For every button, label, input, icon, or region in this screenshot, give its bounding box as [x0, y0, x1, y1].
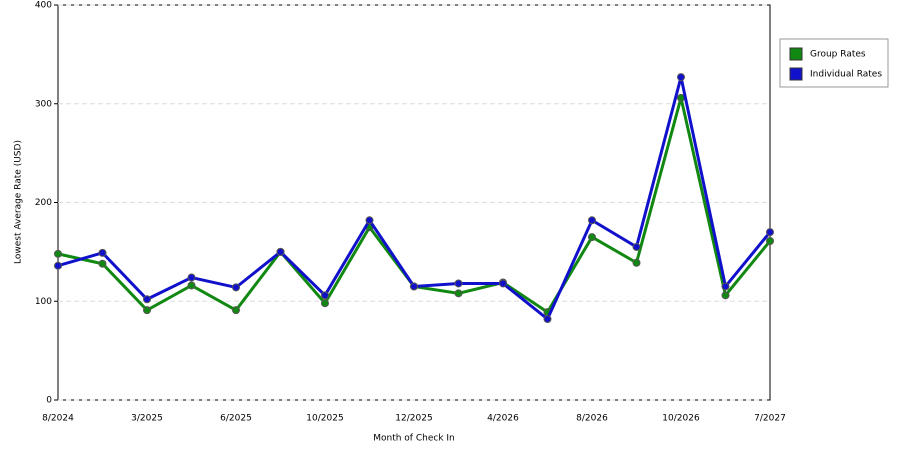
legend-label: Individual Rates — [810, 70, 882, 80]
legend-swatch — [789, 67, 803, 81]
data-point — [454, 279, 463, 288]
data-point — [454, 289, 463, 298]
legend-swatch — [789, 47, 803, 61]
data-point — [276, 247, 285, 256]
x-tick-label: 7/2027 — [754, 414, 786, 424]
data-point — [143, 306, 151, 315]
data-point — [54, 249, 62, 258]
data-point — [499, 279, 507, 288]
x-tick-label: 3/2025 — [131, 414, 163, 424]
data-point — [588, 233, 596, 242]
data-point — [232, 283, 240, 292]
data-point — [632, 258, 641, 267]
y-tick-label: 200 — [35, 198, 52, 208]
data-point — [232, 306, 240, 315]
data-point — [766, 237, 774, 246]
data-point — [543, 315, 552, 324]
data-point — [98, 259, 107, 268]
data-point — [143, 295, 151, 304]
y-tick-label: 100 — [35, 297, 52, 307]
data-point — [54, 261, 62, 270]
x-tick-label: 8/2024 — [42, 414, 74, 424]
data-point — [410, 282, 418, 291]
data-point — [721, 282, 730, 291]
x-tick-label: 6/2025 — [220, 414, 252, 424]
data-point — [588, 216, 596, 225]
data-point — [632, 242, 641, 251]
data-point — [677, 73, 685, 82]
data-point — [98, 248, 107, 257]
x-tick-label: 4/2026 — [487, 414, 519, 424]
x-tick-label: 10/2026 — [662, 414, 700, 424]
legend-label: Group Rates — [810, 50, 866, 60]
data-point — [365, 216, 374, 225]
data-point — [766, 228, 774, 237]
y-tick-label: 300 — [35, 99, 52, 109]
data-point — [321, 291, 329, 300]
y-tick-label: 400 — [35, 1, 52, 11]
y-tick-label: 0 — [46, 396, 52, 406]
data-point — [721, 291, 730, 300]
series-line — [57, 97, 772, 315]
x-tick-label: 8/2026 — [576, 414, 608, 424]
data-point — [187, 281, 196, 290]
x-tick-label: 10/2025 — [306, 414, 343, 424]
y-axis-label: Lowest Average Rate (USD) — [14, 140, 24, 264]
data-point — [321, 299, 329, 308]
data-point — [187, 273, 196, 282]
x-axis-label: Month of Check In — [373, 434, 455, 444]
x-tick-label: 12/2025 — [395, 414, 432, 424]
